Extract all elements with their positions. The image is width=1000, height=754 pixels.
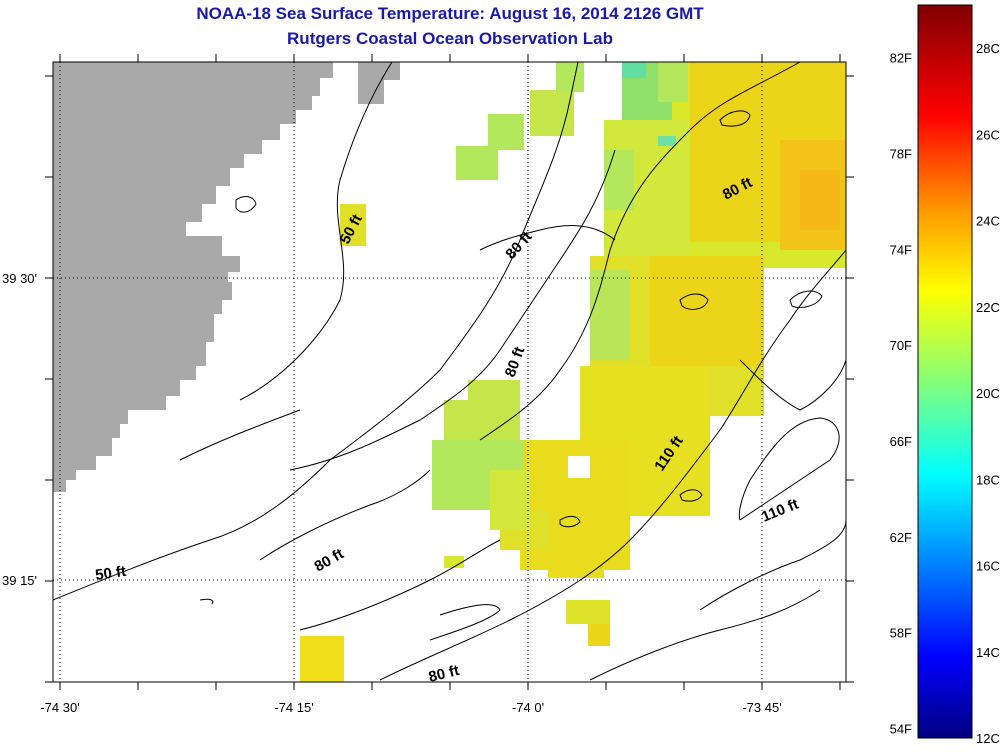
colorbar-c-labels: 28C 26C 24C 22C 20C 18C 16C 14C 12C bbox=[976, 41, 1000, 746]
sst-map: -74 30' -74 15' -74 0' -73 45' 39 30' 39… bbox=[2, 54, 854, 715]
lon-label-1: -74 30' bbox=[40, 700, 79, 715]
lon-label-3: -74 0' bbox=[512, 700, 544, 715]
colorbar-c-label: 14C bbox=[976, 645, 1000, 660]
lon-label-2: -74 15' bbox=[274, 700, 313, 715]
colorbar-c-label: 22C bbox=[976, 300, 1000, 315]
colorbar-c-label: 26C bbox=[976, 127, 1000, 142]
map-subtitle: Rutgers Coastal Ocean Observation Lab bbox=[287, 29, 613, 48]
depth-label: 50 ft bbox=[94, 563, 127, 584]
lat-label-1: 39 30' bbox=[2, 271, 37, 286]
colorbar-c-label: 12C bbox=[976, 731, 1000, 746]
graticule bbox=[53, 62, 846, 682]
colorbar-c-label: 24C bbox=[976, 214, 1000, 229]
colorbar-f-label: 70F bbox=[890, 338, 912, 353]
colorbar-f-label: 54F bbox=[890, 721, 912, 736]
lon-label-4: -73 45' bbox=[742, 700, 781, 715]
colorbar-gradient bbox=[917, 4, 973, 739]
colorbar-c-label: 28C bbox=[976, 41, 1000, 56]
bathymetry-contours bbox=[52, 61, 847, 681]
colorbar-f-label: 78F bbox=[890, 147, 912, 162]
sst-pixels bbox=[300, 62, 846, 682]
lat-label-2: 39 15' bbox=[2, 573, 37, 588]
colorbar-c-label: 16C bbox=[976, 559, 1000, 574]
map-title: NOAA-18 Sea Surface Temperature: August … bbox=[196, 4, 704, 23]
colorbar-f-label: 66F bbox=[890, 434, 912, 449]
colorbar-f-labels: 82F 78F 74F 70F 66F 62F 58F 54F bbox=[890, 51, 912, 737]
land-mass bbox=[53, 62, 400, 492]
axis-ticks bbox=[45, 54, 854, 690]
depth-label: 80 ft bbox=[427, 662, 461, 686]
colorbar-c-label: 20C bbox=[976, 386, 1000, 401]
colorbar-f-label: 82F bbox=[890, 51, 912, 66]
colorbar-f-label: 74F bbox=[890, 242, 912, 257]
colorbar: 82F 78F 74F 70F 66F 62F 58F 54F 28C 26C 24C 22C 20C… bbox=[890, 4, 1000, 746]
colorbar-f-label: 62F bbox=[890, 530, 912, 545]
colorbar-f-label: 58F bbox=[890, 626, 912, 641]
colorbar-c-label: 18C bbox=[976, 472, 1000, 487]
